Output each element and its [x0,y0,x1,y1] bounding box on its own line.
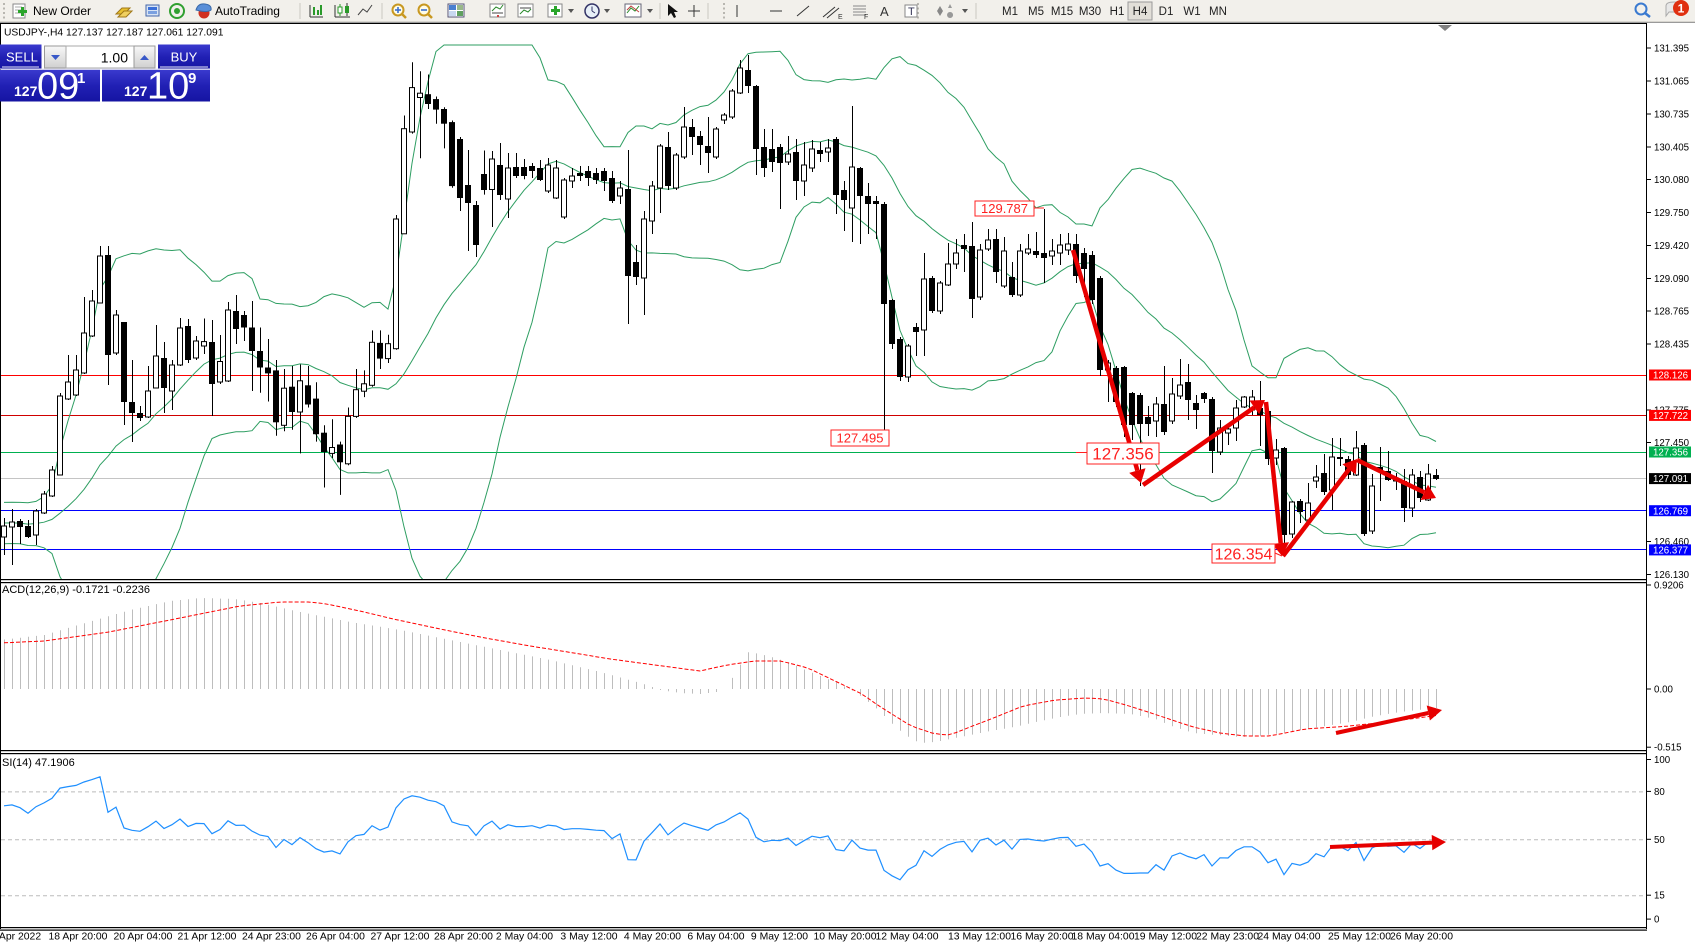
svg-text:25 May 12:00: 25 May 12:00 [1328,932,1391,943]
svg-text:129.787: 129.787 [981,201,1028,216]
svg-text:H4: H4 [1133,6,1148,18]
svg-text:New Order: New Order [33,4,91,18]
svg-text:1: 1 [1678,2,1685,16]
svg-text:127: 127 [14,83,38,99]
svg-text:27 Apr 12:00: 27 Apr 12:00 [371,932,430,943]
svg-text:13 May 12:00: 13 May 12:00 [948,932,1011,943]
svg-text:126.130: 126.130 [1654,570,1690,581]
svg-text:M15: M15 [1051,6,1073,18]
svg-text:21 Apr 12:00: 21 Apr 12:00 [178,932,237,943]
svg-text:127.356: 127.356 [1092,445,1153,464]
svg-text:126.354: 126.354 [1215,546,1273,563]
svg-text:1.00: 1.00 [101,50,128,66]
svg-text:18 May 04:00: 18 May 04:00 [1072,932,1135,943]
svg-text:M5: M5 [1028,6,1044,18]
svg-text:28 Apr 20:00: 28 Apr 20:00 [434,932,493,943]
svg-text:2 May 04:00: 2 May 04:00 [496,932,553,943]
svg-text:0.00: 0.00 [1654,685,1673,696]
svg-text:127.495: 127.495 [837,431,884,446]
svg-text:F: F [864,14,868,21]
svg-text:0: 0 [1654,915,1660,926]
svg-text:10 May 20:00: 10 May 20:00 [814,932,877,943]
svg-text:24 May 04:00: 24 May 04:00 [1258,932,1321,943]
svg-text:W1: W1 [1183,6,1200,18]
svg-text:9: 9 [188,70,196,87]
svg-text:ACD(12,26,9) -0.1721 -0.2236: ACD(12,26,9) -0.1721 -0.2236 [2,584,150,596]
svg-text:3 May 12:00: 3 May 12:00 [560,932,617,943]
svg-text:AutoTrading: AutoTrading [215,4,280,18]
svg-text:127.356: 127.356 [1653,448,1688,459]
svg-text:130.405: 130.405 [1654,143,1689,154]
svg-text:127: 127 [124,83,148,99]
svg-text:20 Apr 04:00: 20 Apr 04:00 [114,932,173,943]
svg-text:6 May 04:00: 6 May 04:00 [687,932,744,943]
svg-text:MN: MN [1209,6,1227,18]
svg-text:-0.515: -0.515 [1654,743,1681,754]
svg-text:131.395: 131.395 [1654,44,1689,55]
svg-text:128.435: 128.435 [1654,340,1689,351]
svg-text:1: 1 [77,70,85,87]
svg-text:24 Apr 23:00: 24 Apr 23:00 [242,932,301,943]
svg-text:09: 09 [37,66,79,108]
svg-text:50: 50 [1654,835,1665,846]
svg-text:126.377: 126.377 [1653,546,1688,557]
svg-text:16 May 20:00: 16 May 20:00 [1011,932,1074,943]
svg-text:SELL: SELL [6,50,38,65]
svg-text:131.065: 131.065 [1654,77,1689,88]
svg-text:12 May 04:00: 12 May 04:00 [876,932,939,943]
svg-text:80: 80 [1654,787,1665,798]
svg-text:USDJPY-,H4 127.137 127.187 12: USDJPY-,H4 127.137 127.187 127.061 127.0… [4,28,224,39]
svg-text:128.126: 128.126 [1653,371,1688,382]
svg-text:128.765: 128.765 [1654,307,1689,318]
svg-text:15: 15 [1654,891,1665,902]
svg-text:130.735: 130.735 [1654,110,1689,121]
svg-text:H1: H1 [1110,6,1125,18]
svg-text:0.9206: 0.9206 [1654,581,1684,592]
svg-text:129.750: 129.750 [1654,208,1690,219]
svg-text:129.090: 129.090 [1654,274,1690,285]
svg-text:T: T [908,6,915,18]
svg-text:4 May 20:00: 4 May 20:00 [624,932,681,943]
svg-text:26 Apr 04:00: 26 Apr 04:00 [306,932,365,943]
svg-text:100: 100 [1654,755,1671,766]
svg-text:130.080: 130.080 [1654,175,1690,186]
svg-text:Apr 2022: Apr 2022 [0,932,41,943]
svg-text:126.769: 126.769 [1653,506,1688,517]
svg-text:9 May 12:00: 9 May 12:00 [751,932,808,943]
svg-text:127.450: 127.450 [1654,438,1690,449]
svg-text:M30: M30 [1079,6,1101,18]
svg-text:127.091: 127.091 [1653,474,1688,485]
svg-text:127.722: 127.722 [1653,411,1688,422]
svg-text:M1: M1 [1002,6,1018,18]
svg-text:18 Apr 20:00: 18 Apr 20:00 [49,932,108,943]
svg-text:126.460: 126.460 [1654,537,1690,548]
svg-text:A: A [880,4,889,19]
svg-text:26 May 20:00: 26 May 20:00 [1390,932,1453,943]
svg-text:BUY: BUY [171,50,198,65]
svg-text:E: E [838,14,843,21]
svg-text:129.420: 129.420 [1654,241,1690,252]
svg-text:22 May 23:00: 22 May 23:00 [1196,932,1259,943]
svg-text:D1: D1 [1159,6,1174,18]
svg-text:19 May 12:00: 19 May 12:00 [1134,932,1197,943]
svg-text:SI(14) 47.1906: SI(14) 47.1906 [2,757,75,769]
svg-text:10: 10 [147,66,189,108]
